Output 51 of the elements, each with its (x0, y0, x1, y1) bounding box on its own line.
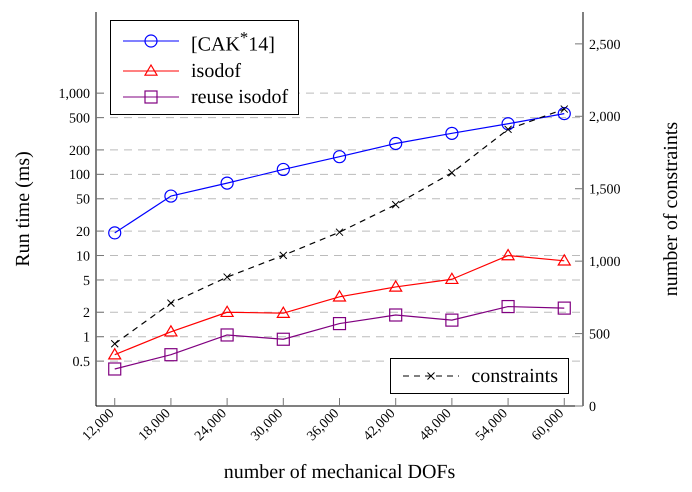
point (501, 300, 515, 314)
point (108, 362, 122, 376)
point (108, 348, 122, 360)
point (220, 306, 234, 318)
legend-label: constraints (471, 364, 558, 389)
legend-label: isodof (191, 58, 241, 84)
point (164, 189, 178, 203)
point (220, 176, 234, 190)
y2-tick-label: 2,000 (589, 110, 620, 126)
point (501, 248, 515, 260)
point (332, 290, 346, 302)
y-tick-label: 0.5 (72, 355, 90, 370)
legend-label: reuse isodof (191, 84, 288, 110)
point (276, 162, 290, 176)
y2-tick-label: 1,000 (589, 255, 620, 270)
point (558, 254, 571, 266)
point (558, 107, 571, 120)
y-tick-label: 2 (83, 306, 90, 322)
y-tick-label: 1,000 (58, 87, 90, 102)
point (389, 308, 402, 322)
point (164, 348, 178, 362)
point (501, 117, 515, 130)
point (332, 316, 346, 330)
x-axis-title: number of mechanical DOFs (224, 461, 456, 483)
y-tick-label: 10 (76, 249, 90, 264)
y2-axis-title: number of constraints (660, 122, 682, 296)
point (220, 328, 234, 342)
point (276, 332, 290, 346)
point (108, 226, 122, 240)
y-tick-label: 1 (83, 330, 90, 346)
point (389, 136, 402, 150)
y2-tick-label: 0 (589, 400, 596, 415)
y2-tick-label: 500 (589, 327, 610, 342)
y-tick-label: 100 (69, 168, 90, 184)
y-tick-label: 50 (76, 192, 90, 208)
y2-tick-label: 1,500 (589, 182, 620, 198)
point (276, 306, 290, 318)
y-axis-title: Run time (ms) (12, 151, 34, 267)
point (445, 314, 458, 327)
y-tick-label: 20 (76, 224, 90, 240)
y-tick-label: 5 (83, 274, 90, 289)
y2-tick-label: 2,500 (589, 38, 620, 53)
point (164, 325, 178, 337)
point (389, 280, 402, 292)
point (445, 272, 458, 284)
legend-label: [CAK$^{*}$14] (191, 27, 275, 58)
point (558, 302, 571, 315)
point (332, 150, 346, 164)
y-tick-label: 500 (69, 112, 90, 127)
y-tick-label: 200 (69, 144, 90, 159)
point (445, 126, 458, 140)
